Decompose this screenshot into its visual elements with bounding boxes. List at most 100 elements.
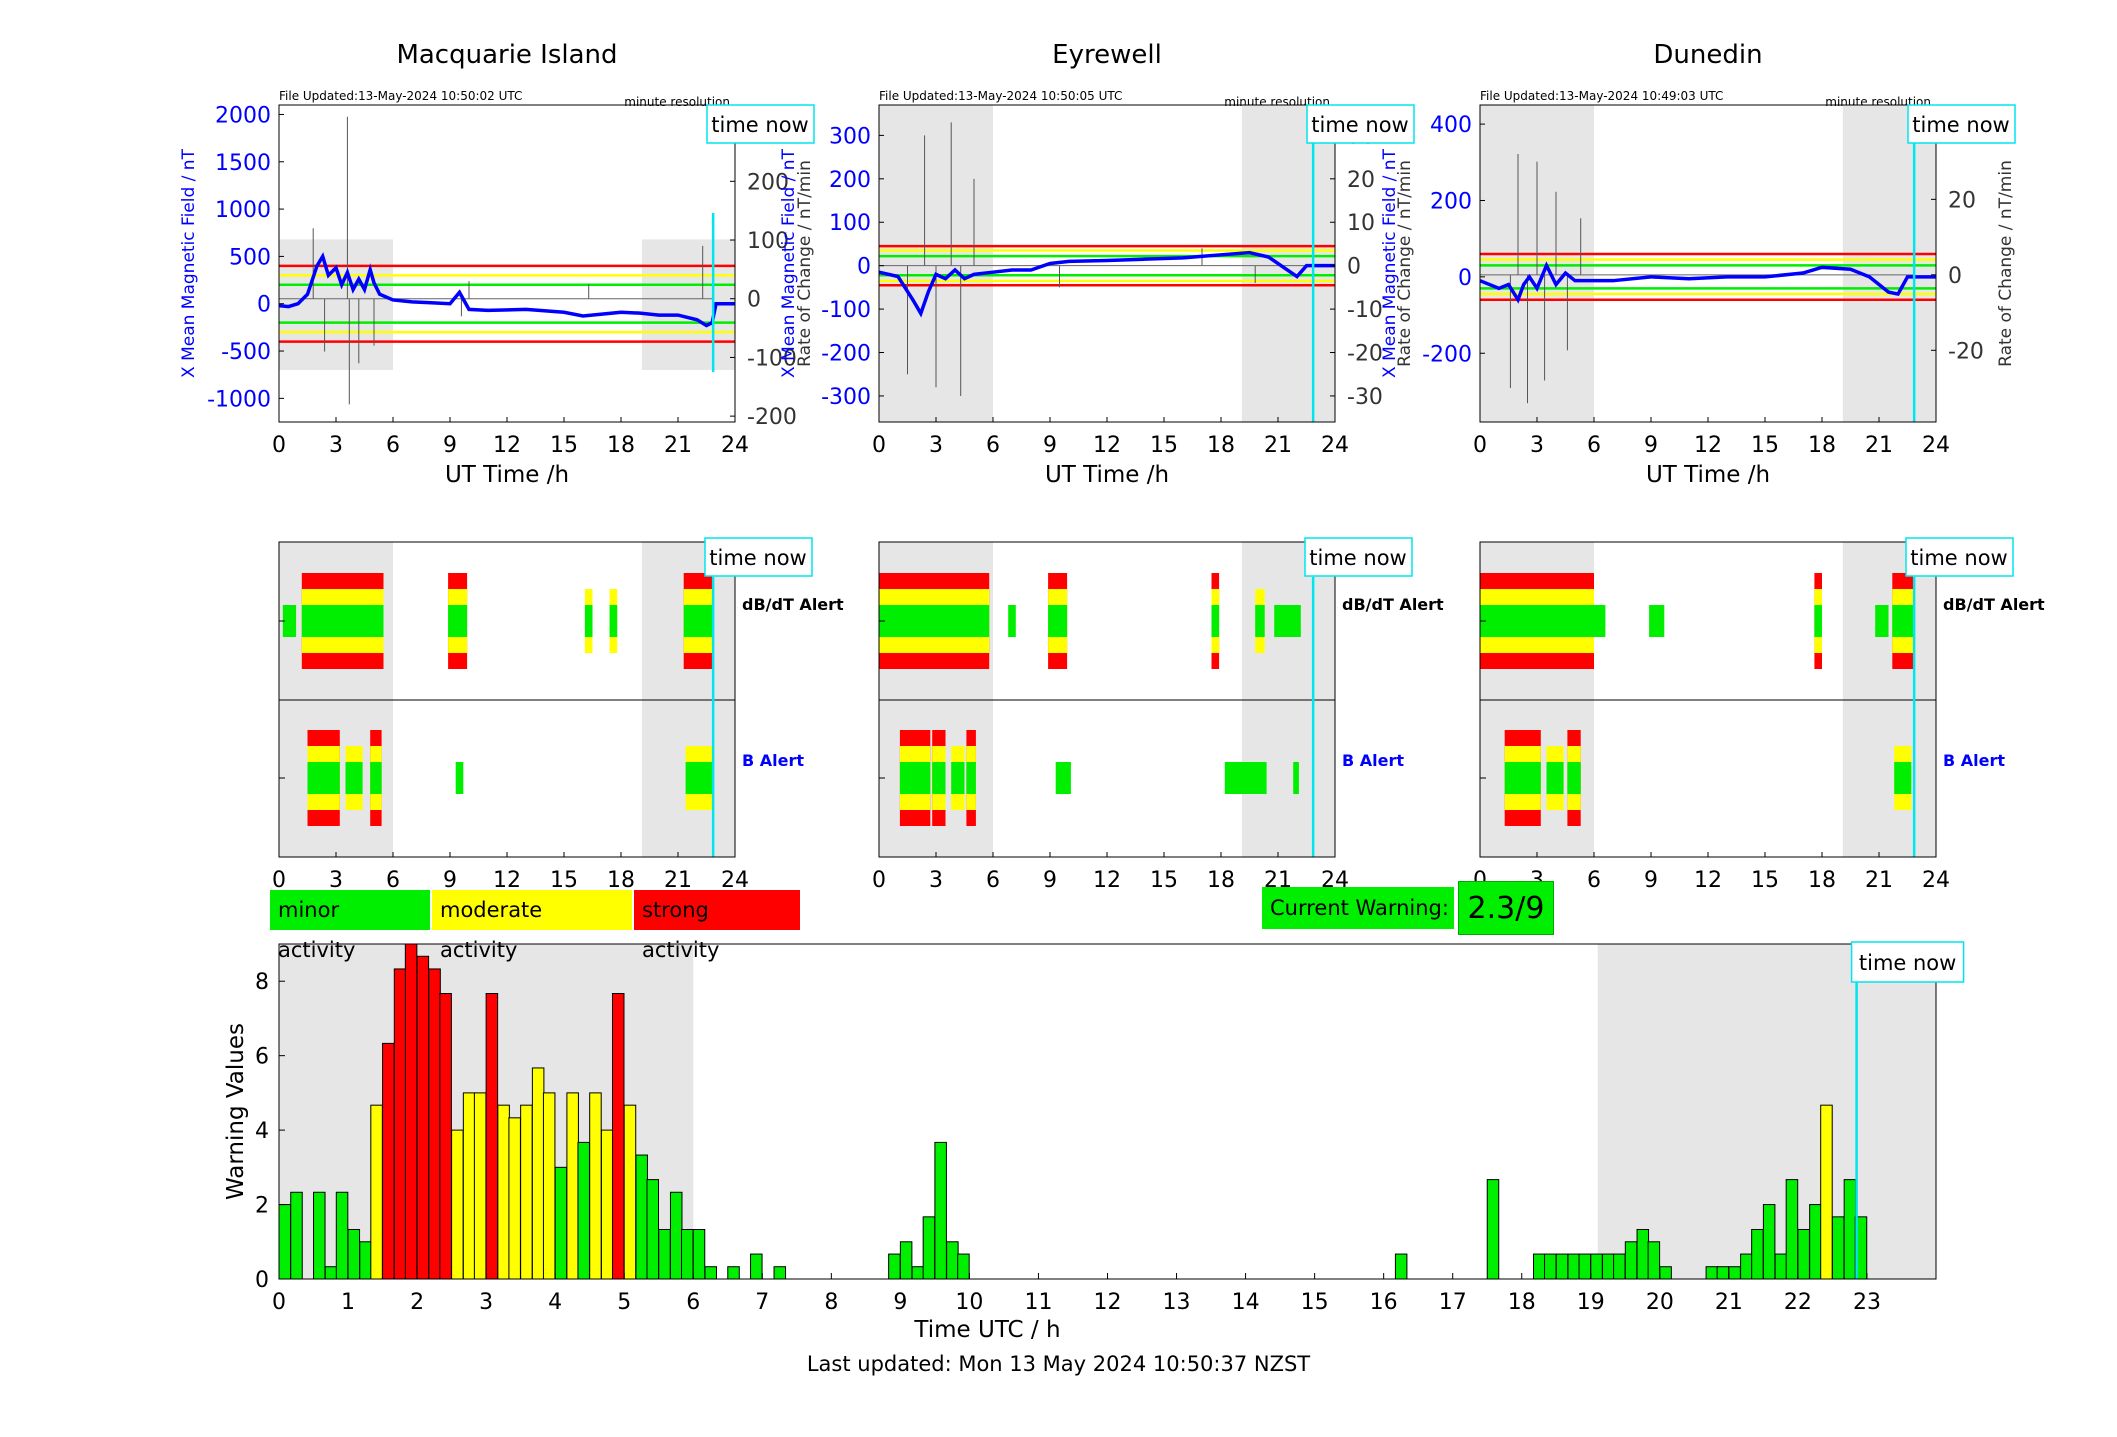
x-tick-label: 12 <box>1694 433 1722 458</box>
warning-bar <box>623 1104 637 1280</box>
warning-bar <box>888 1253 901 1280</box>
warning-bar <box>313 1191 326 1280</box>
left-tick-label: 2000 <box>215 103 271 128</box>
warning-bar <box>462 1092 476 1280</box>
b-minor-block <box>455 762 464 794</box>
warning-bar <box>1716 1266 1730 1280</box>
x-tick-label: 2 <box>410 1290 424 1315</box>
right-tick-label: 20 <box>1948 188 1976 213</box>
b-minor-block <box>966 762 976 794</box>
x-tick-label: 0 <box>1473 433 1487 458</box>
right-tick-label: -10 <box>1347 298 1383 323</box>
x-tick-label: 9 <box>893 1290 907 1315</box>
time-now-label: time now <box>1309 546 1406 570</box>
y-tick-label: 6 <box>255 1045 269 1070</box>
b-minor-block <box>899 762 931 794</box>
left-tick-label: -1000 <box>207 387 271 412</box>
right-tick-label: 0 <box>1347 255 1361 280</box>
y-tick-label: 8 <box>255 970 269 995</box>
left-tick-label: 0 <box>1458 266 1472 291</box>
dbdt-minor-block <box>879 605 990 637</box>
x-tick-label: 18 <box>607 868 635 893</box>
station-panel-0: Macquarie Island File Updated:13-May-2024… <box>179 40 815 488</box>
warning-bar <box>1636 1228 1650 1280</box>
b-alert-label: B Alert <box>1342 751 1404 770</box>
warning-bar <box>1555 1253 1569 1280</box>
warning-bar <box>727 1266 740 1280</box>
left-tick-label: 400 <box>1430 113 1472 138</box>
x-tick-label: 9 <box>1644 868 1658 893</box>
dbdt-minor-block <box>1211 605 1220 637</box>
x-tick-label: 10 <box>955 1290 983 1315</box>
warning-bar <box>577 1141 590 1280</box>
warning-bar <box>1578 1253 1592 1280</box>
warning-bar <box>508 1117 521 1280</box>
warning-bar <box>520 1104 533 1280</box>
alert-panels: dB/dT Alert B Alert 0 3 6 9 12 15 18 21 24 time now… <box>272 537 2045 893</box>
time-now-box <box>704 537 813 577</box>
x-tick-label: 6 <box>1587 868 1601 893</box>
x-tick-label: 21 <box>1865 433 1893 458</box>
x-axis-label: UT Time /h <box>445 462 569 488</box>
warning-bar <box>1797 1228 1810 1280</box>
warning-bar <box>542 1092 556 1280</box>
warning-bar <box>957 1253 970 1280</box>
x-tick-label: 21 <box>664 433 692 458</box>
warning-bar <box>485 993 499 1280</box>
x-tick-label: 6 <box>986 433 1000 458</box>
warning-bar <box>566 1092 579 1280</box>
warning-bar <box>347 1228 361 1280</box>
time-now-label: time now <box>711 113 808 137</box>
warning-bar <box>1486 1179 1500 1280</box>
warning-bar <box>1843 1179 1857 1280</box>
right-tick-label: 100 <box>747 229 789 254</box>
warning-bar <box>611 993 625 1280</box>
station-title: Macquarie Island <box>396 40 617 70</box>
right-tick-label: -100 <box>747 346 797 371</box>
y-tick-label: 4 <box>255 1119 269 1144</box>
x-tick-label: 23 <box>1853 1290 1881 1315</box>
warning-bar <box>1394 1253 1408 1280</box>
dbdt-minor-block <box>301 605 384 637</box>
x-tick-label: 18 <box>607 433 635 458</box>
left-tick-label: -300 <box>821 385 871 410</box>
x-tick-label: 15 <box>1150 433 1178 458</box>
x-tick-label: 0 <box>272 433 286 458</box>
right-tick-label: -20 <box>1347 342 1383 367</box>
warning-bar <box>1602 1253 1615 1280</box>
dbdt-minor-block <box>1875 605 1889 637</box>
warning-bar <box>290 1191 303 1280</box>
station-panel-2: Dunedin File Updated:13-May-2024 10:49:03… <box>1380 40 2016 488</box>
dbdt-minor-block <box>584 605 593 637</box>
right-tick-label: 0 <box>747 288 761 313</box>
x-tick-label: 18 <box>1207 868 1235 893</box>
warning-bar <box>589 1092 602 1280</box>
dbdt-minor-block <box>683 605 713 637</box>
warning-bar <box>554 1166 568 1280</box>
x-tick-label: 9 <box>443 433 457 458</box>
left-tick-label: 1500 <box>215 151 271 176</box>
right-axis-label: Rate of Change / nT/min <box>1996 160 2016 367</box>
dbdt-minor-block <box>1649 605 1665 637</box>
night-shading <box>1241 105 1335 422</box>
warning-bar <box>704 1266 717 1280</box>
b-minor-block <box>932 762 946 794</box>
x-tick-label: 3 <box>479 1290 493 1315</box>
time-now-box <box>1306 104 1415 144</box>
warning-bar <box>1785 1179 1799 1280</box>
x-tick-label: 15 <box>550 868 578 893</box>
warning-bar <box>416 955 430 1280</box>
warning-bar <box>1544 1253 1557 1280</box>
b-minor-block <box>951 762 965 794</box>
dbdt-alert-label: dB/dT Alert <box>742 595 844 614</box>
left-tick-label: 100 <box>829 211 871 236</box>
warning-bar <box>439 993 452 1280</box>
dbdt-alert-label: dB/dT Alert <box>1943 595 2045 614</box>
x-tick-label: 12 <box>1093 433 1121 458</box>
x-tick-label: 12 <box>493 868 521 893</box>
left-tick-label: -500 <box>221 340 271 365</box>
warning-bar <box>934 1141 947 1280</box>
x-tick-label: 0 <box>272 1290 286 1315</box>
x-tick-label: 12 <box>1094 1290 1122 1315</box>
